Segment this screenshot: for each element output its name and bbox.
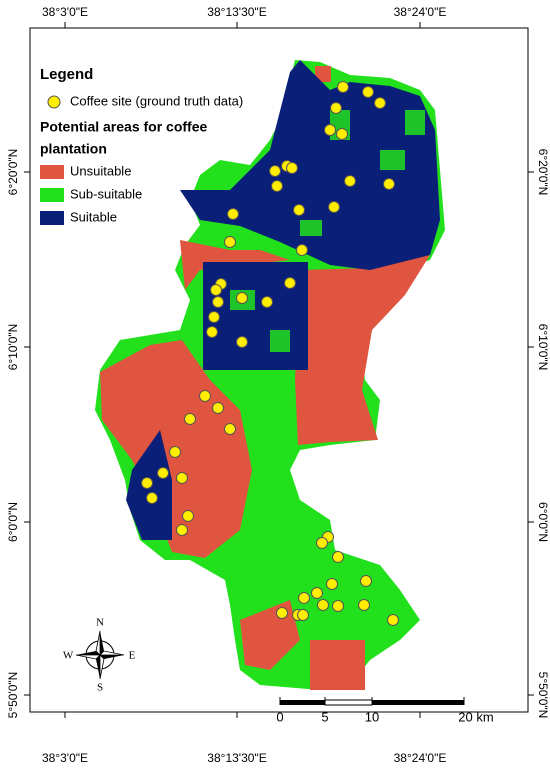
latitude-label: 5°50'0"N <box>536 672 550 719</box>
legend-class-label: Sub-suitable <box>70 186 142 201</box>
unsuitable-area <box>295 255 430 445</box>
coffee-site <box>199 390 211 402</box>
coffee-site <box>269 165 281 177</box>
longitude-label: 38°13'30"E <box>207 751 266 765</box>
compass-label: E <box>129 650 136 662</box>
longitude-label: 38°3'0"E <box>42 751 88 765</box>
legend-swatch <box>40 211 64 225</box>
coffee-site <box>374 97 386 109</box>
legend-title: Legend <box>40 66 93 83</box>
coffee-site <box>206 326 218 338</box>
coffee-site <box>176 472 188 484</box>
scale-bar: 0 5 10 20 km <box>276 697 494 724</box>
coffee-site <box>286 162 298 174</box>
coffee-site <box>296 244 308 256</box>
coffee-site <box>324 124 336 136</box>
coffee-site <box>344 175 356 187</box>
coffee-site <box>326 578 338 590</box>
study-area <box>95 60 445 690</box>
scale-label: 20 km <box>458 709 493 724</box>
latitude-label: 6°0'0"N <box>536 502 550 542</box>
coffee-site <box>330 102 342 114</box>
coffee-site <box>332 600 344 612</box>
legend-point-label: Coffee site (ground truth data) <box>70 93 243 108</box>
coffee-site <box>293 204 305 216</box>
coffee-site <box>271 180 283 192</box>
coffee-site <box>311 587 323 599</box>
legend-swatch <box>40 165 64 179</box>
coffee-site <box>212 296 224 308</box>
coffee-site <box>224 423 236 435</box>
coffee-site <box>284 277 296 289</box>
coffee-site <box>332 551 344 563</box>
longitude-label: 38°24'0"E <box>394 751 447 765</box>
scale-label: 5 <box>321 709 328 724</box>
latitude-label: 6°20'0"N <box>6 149 20 196</box>
coffee-site <box>208 311 220 323</box>
latitude-label: 6°20'0"N <box>536 149 550 196</box>
legend-swatch <box>40 188 64 202</box>
scale-label: 0 <box>276 709 283 724</box>
coffee-site <box>224 236 236 248</box>
graticule-ticks <box>24 22 534 718</box>
legend-areas-title: Potential areas for coffee <box>40 119 207 135</box>
coffee-site <box>337 81 349 93</box>
longitude-label: 38°24'0"E <box>394 5 447 19</box>
compass-label: N <box>96 617 104 629</box>
coffee-site <box>141 477 153 489</box>
coffee-site <box>169 446 181 458</box>
latitude-label: 6°10'0"N <box>536 324 550 371</box>
north-arrow: N E S W <box>63 617 136 694</box>
coffee-sites <box>141 81 399 626</box>
legend-class-label: Suitable <box>70 209 117 224</box>
coffee-site <box>298 592 310 604</box>
unsuitable-area <box>315 66 331 82</box>
coffee-site <box>317 599 329 611</box>
coffee-site <box>261 296 273 308</box>
coffee-site <box>316 537 328 549</box>
coffee-site <box>362 86 374 98</box>
coffee-site <box>184 413 196 425</box>
coffee-site <box>236 292 248 304</box>
coffee-site <box>176 524 188 536</box>
longitude-label: 38°13'30"E <box>207 5 266 19</box>
latitude-label: 6°0'0"N <box>6 502 20 542</box>
latitude-label: 6°10'0"N <box>6 324 20 371</box>
compass-label: W <box>63 650 74 662</box>
latitude-label: 5°50'0"N <box>6 672 20 719</box>
coffee-site <box>328 201 340 213</box>
legend: Legend Coffee site (ground truth data) P… <box>40 66 243 225</box>
legend-areas-title: plantation <box>40 141 107 157</box>
coffee-site <box>360 575 372 587</box>
scale-label: 10 <box>365 709 379 724</box>
longitude-label: 38°3'0"E <box>42 5 88 19</box>
coffee-site <box>182 510 194 522</box>
coffee-site <box>236 336 248 348</box>
coffee-site <box>227 208 239 220</box>
compass-label: S <box>97 682 103 694</box>
legend-point-symbol <box>47 95 61 109</box>
coffee-site <box>212 402 224 414</box>
coffee-site <box>336 128 348 140</box>
suitable-area <box>180 60 440 270</box>
legend-class-label: Unsuitable <box>70 163 131 178</box>
coffee-site <box>146 492 158 504</box>
coffee-site <box>358 599 370 611</box>
coffee-site <box>387 614 399 626</box>
unsuitable-area <box>310 640 365 690</box>
coffee-site <box>157 467 169 479</box>
coffee-site <box>210 284 222 296</box>
coffee-site <box>383 178 395 190</box>
coffee-site <box>276 607 288 619</box>
coffee-site <box>297 609 309 621</box>
